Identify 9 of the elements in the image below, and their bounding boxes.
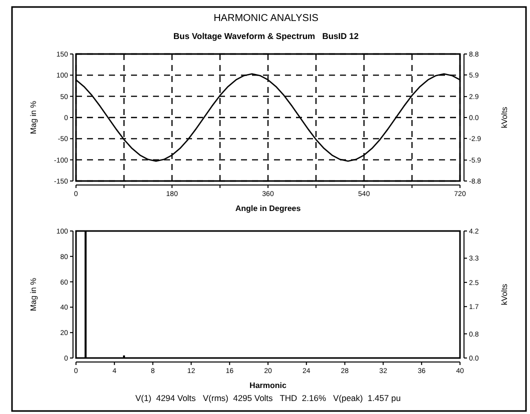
y-axis-title: Mag in % <box>29 278 38 312</box>
x-axis-title: Harmonic <box>250 381 287 390</box>
chart-title: HARMONIC ANALYSIS <box>214 13 319 24</box>
y2-axis-title: kVolts <box>500 106 509 128</box>
y-axis-title: Mag in % <box>29 100 38 134</box>
y2-axis-title: kVolts <box>500 284 509 306</box>
text: V(1) 4294 Volts V(rms) 4295 Volts THD 2.16% V(peak) 1.457 pu <box>135 393 401 403</box>
chart-subtitle: Bus Voltage Waveform & Spectrum BusID 12 <box>173 31 359 41</box>
x-axis-title: Angle in Degrees <box>235 204 302 213</box>
